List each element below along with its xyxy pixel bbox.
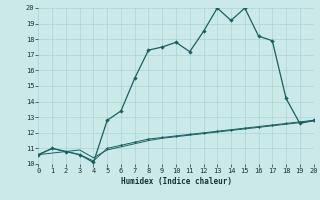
X-axis label: Humidex (Indice chaleur): Humidex (Indice chaleur) xyxy=(121,177,231,186)
